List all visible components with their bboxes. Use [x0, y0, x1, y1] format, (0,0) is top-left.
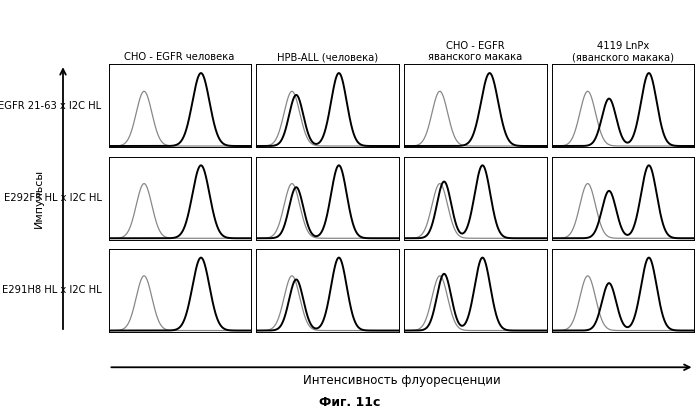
Text: Интенсивность флуоресценции: Интенсивность флуоресценции: [302, 374, 500, 386]
Text: EGFR 21-63 x I2C HL: EGFR 21-63 x I2C HL: [0, 101, 102, 111]
Text: CHO - EGFR человека: CHO - EGFR человека: [125, 52, 234, 62]
Text: E291H8 HL x I2C HL: E291H8 HL x I2C HL: [2, 286, 101, 295]
Text: CHO - EGFR
яванского макака: CHO - EGFR яванского макака: [428, 41, 522, 62]
Text: 4119 LnPx
(яванского макака): 4119 LnPx (яванского макака): [573, 41, 674, 62]
Text: Фиг. 11с: Фиг. 11с: [319, 396, 381, 409]
Text: HPB-ALL (человека): HPB-ALL (человека): [277, 52, 378, 62]
Text: E292F3 HL x I2C HL: E292F3 HL x I2C HL: [4, 193, 101, 203]
Text: Импульсы: Импульсы: [34, 168, 43, 228]
